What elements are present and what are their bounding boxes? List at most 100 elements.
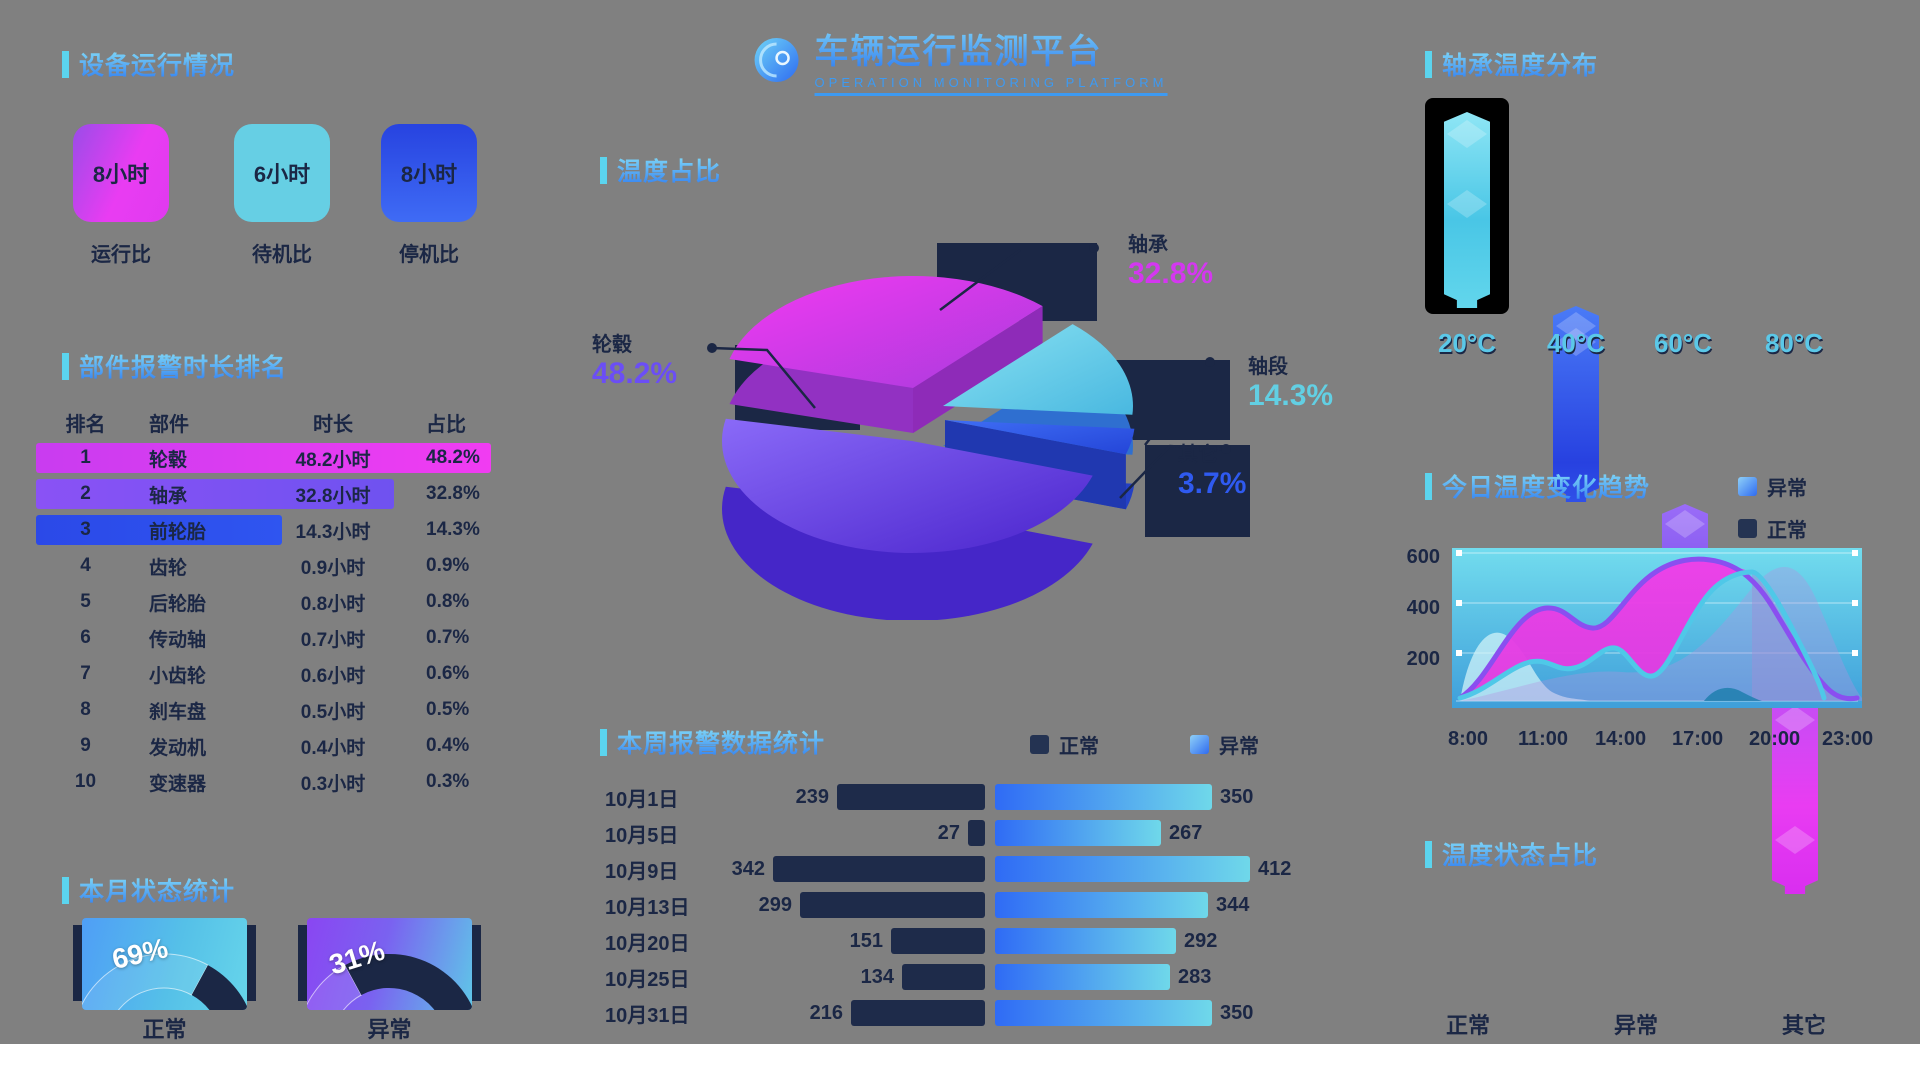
tornado-row[interactable]: 10月25日 134 283 xyxy=(605,964,1212,991)
gauge-arc xyxy=(307,953,472,1010)
line-normal xyxy=(1457,569,1827,701)
tornado-row[interactable]: 10月5日 27 267 xyxy=(605,820,1203,847)
gauge-label: 异常 xyxy=(367,1017,412,1042)
pillar-label: 20°C xyxy=(1437,328,1497,358)
stat-label: 待机比 xyxy=(252,244,312,266)
table-row[interactable]: 2 轴承 32.8小时 32.8% xyxy=(36,476,498,512)
table-row[interactable]: 5 后轮胎 0.8小时 0.8% xyxy=(80,591,470,615)
gauge-abnormal[interactable]: 31% xyxy=(298,918,481,1010)
bar-abnormal xyxy=(995,820,1161,846)
gauge-label: 正常 xyxy=(142,1017,187,1042)
section-title-ranking: 部件报警时长排名 xyxy=(62,348,287,384)
area-chart[interactable] xyxy=(1452,548,1862,720)
table-row[interactable]: 6 传动轴 0.7小时 0.7% xyxy=(80,627,470,651)
rank-bar xyxy=(36,479,394,509)
grid-ticks xyxy=(1456,550,1858,656)
stat-stopped: 8小时 停机比 xyxy=(368,124,484,267)
bar-normal xyxy=(837,784,985,810)
liquid-label: 正常 xyxy=(1445,1013,1490,1038)
gauge-slab xyxy=(471,925,481,1001)
bar-abnormal xyxy=(995,892,1208,918)
rank-bar xyxy=(36,515,282,545)
ranking-table: 排名 部件 时长 占比 1 轮毂 48.2小时 48.2% 2 轴承 32.8小… xyxy=(36,404,498,800)
table-row[interactable]: 10 变速器 0.3小时 0.3% xyxy=(74,771,470,795)
area-legend-abnormal[interactable]: 异常 xyxy=(1738,472,1807,501)
gauge-normal[interactable]: 69% xyxy=(73,918,256,1010)
pie-slice-bearing[interactable] xyxy=(729,276,1043,433)
pie-callout-lines xyxy=(711,249,1224,499)
diamond-accent xyxy=(1775,826,1815,854)
tornado-row[interactable]: 10月9日 342 412 xyxy=(605,856,1292,883)
table-row[interactable]: 8 刹车盘 0.5小时 0.5% xyxy=(80,699,470,723)
gauge-slab xyxy=(73,925,83,1001)
tornado-row[interactable]: 10月31日 216 350 xyxy=(605,1000,1254,1027)
stat-shape-cyan: 6小时 xyxy=(234,124,343,222)
table-row[interactable]: 9 发动机 0.4小时 0.4% xyxy=(80,735,470,759)
liquid-label: 异常 xyxy=(1613,1013,1658,1038)
logo-icon xyxy=(753,36,801,84)
bar-abnormal xyxy=(995,1000,1212,1026)
pillar-80c[interactable] xyxy=(1772,698,1818,894)
y-tick: 400 xyxy=(1406,597,1440,619)
title-bar-icon xyxy=(600,156,607,184)
tornado-row[interactable]: 10月1日 239 350 xyxy=(605,784,1254,811)
gauge-card: 31% xyxy=(307,918,472,1010)
gauge-slab xyxy=(246,925,256,1001)
stat-shape-blue: 8小时 xyxy=(368,124,477,222)
pie-chart[interactable] xyxy=(690,240,1250,620)
bottom-strip xyxy=(0,1044,1920,1080)
pie-label-bearing: 轴承 32.8% xyxy=(1128,234,1214,290)
gauge-slab xyxy=(298,925,308,1001)
bar-abnormal xyxy=(995,856,1250,882)
diamond-accent xyxy=(1447,120,1487,148)
x-tick: 8:00 xyxy=(1448,728,1489,750)
section-title-liquid: 温度状态占比 xyxy=(1425,836,1598,872)
bar-normal xyxy=(800,892,985,918)
tornado-row[interactable]: 10月20日 151 292 xyxy=(605,928,1218,955)
diamond-accent xyxy=(1665,510,1705,538)
section-title-gauges: 本月状态统计 xyxy=(62,872,235,908)
title-bar-icon xyxy=(1425,840,1432,868)
title-bar-icon xyxy=(62,876,69,904)
page-header: 车辆运行监测平台 OPERATION MONITORING PLATFORM xyxy=(753,24,1168,96)
x-tick: 14:00 xyxy=(1595,728,1647,750)
area-teal-bump xyxy=(1704,687,1762,701)
stat-standby: 6小时 待机比 xyxy=(227,124,343,267)
pillar-label: 40°C xyxy=(1546,328,1606,358)
diamond-accent xyxy=(1447,190,1487,218)
pillar-40c[interactable] xyxy=(1553,306,1599,502)
x-tick: 17:00 xyxy=(1672,728,1724,750)
bar-abnormal xyxy=(995,784,1212,810)
title-bar-icon xyxy=(1425,472,1432,500)
title-bar-icon xyxy=(600,728,607,756)
shape-bump xyxy=(307,155,343,191)
area-right-hump xyxy=(1752,572,1857,701)
table-row[interactable]: 7 小齿轮 0.6小时 0.6% xyxy=(80,663,470,687)
table-row[interactable]: 3 前轮胎 14.3小时 14.3% xyxy=(36,512,498,548)
section-title-stats: 设备运行情况 xyxy=(62,46,235,82)
legend-normal[interactable]: 正常 xyxy=(1030,730,1099,759)
legend-swatch xyxy=(1738,519,1757,538)
liquid-label: 其它 xyxy=(1781,1013,1826,1038)
table-row[interactable]: 1 轮毂 48.2小时 48.2% xyxy=(36,440,498,476)
stat-value: 6小时 xyxy=(253,162,311,187)
y-tick: 600 xyxy=(1406,546,1440,568)
area-legend-normal[interactable]: 正常 xyxy=(1738,514,1807,543)
pie-callout-dots xyxy=(707,243,1231,454)
title-bar-icon xyxy=(62,50,69,78)
y-tick: 200 xyxy=(1406,648,1440,670)
stat-shape-magenta: 8小时 xyxy=(60,124,169,222)
table-row[interactable]: 4 齿轮 0.9小时 0.9% xyxy=(80,555,470,579)
page-subtitle: OPERATION MONITORING PLATFORM xyxy=(814,75,1168,96)
pie-slice-hub[interactable] xyxy=(721,418,1093,620)
section-title-pie: 温度占比 xyxy=(600,152,721,188)
legend-swatch xyxy=(1030,735,1049,754)
area-band-abnormal xyxy=(1460,559,1752,698)
x-tick: 11:00 xyxy=(1518,728,1569,750)
pillar-20c[interactable] xyxy=(1444,112,1490,308)
stat-value: 8小时 xyxy=(92,162,150,187)
pie-label-other: 其它 3.7% xyxy=(1178,444,1247,500)
tornado-row[interactable]: 10月13日 299 344 xyxy=(605,892,1250,919)
legend-abnormal[interactable]: 异常 xyxy=(1190,730,1259,759)
